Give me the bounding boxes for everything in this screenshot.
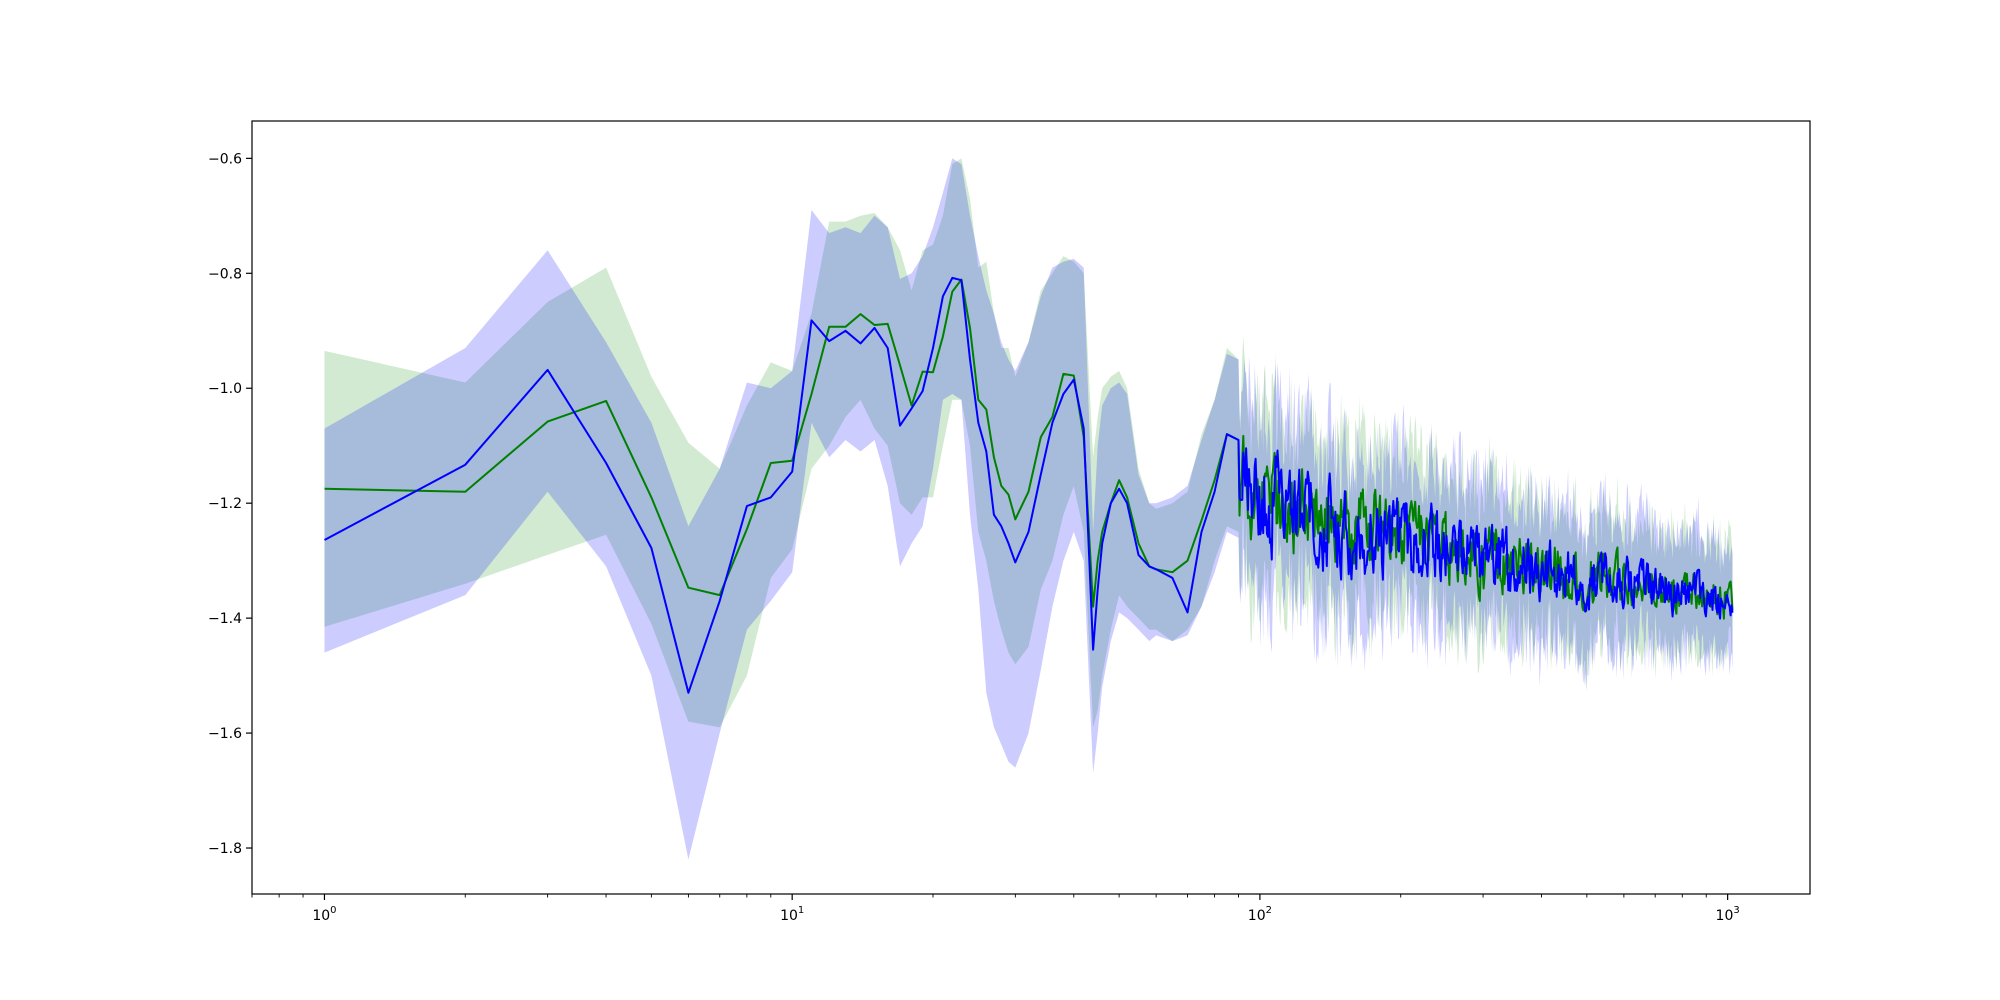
y-tick-label: −1.0	[208, 381, 242, 397]
confidence-band-1	[324, 158, 1733, 728]
y-tick-label: −0.6	[208, 151, 242, 167]
axes: −0.6 −0.8 −1.0 −1.2 −1.4 −1.6 −1.8 100 101 102 103	[208, 120, 1811, 924]
y-tick-label: −1.4	[208, 611, 242, 627]
x-tick-label: 103	[1716, 905, 1740, 924]
x-tick-label: 100	[312, 905, 336, 924]
confidence-band-2	[324, 158, 1733, 860]
y-tick-label: −1.8	[208, 841, 242, 857]
series-line-2	[324, 276, 1734, 694]
y-tick-label: −1.6	[208, 726, 242, 742]
x-tick-label: 101	[780, 905, 804, 924]
plot-area	[324, 158, 1734, 860]
y-tick-label: −1.2	[208, 496, 242, 512]
axes-frame	[251, 120, 1811, 895]
x-tick-label: 102	[1248, 905, 1272, 924]
y-tick-label: −0.8	[208, 266, 242, 282]
